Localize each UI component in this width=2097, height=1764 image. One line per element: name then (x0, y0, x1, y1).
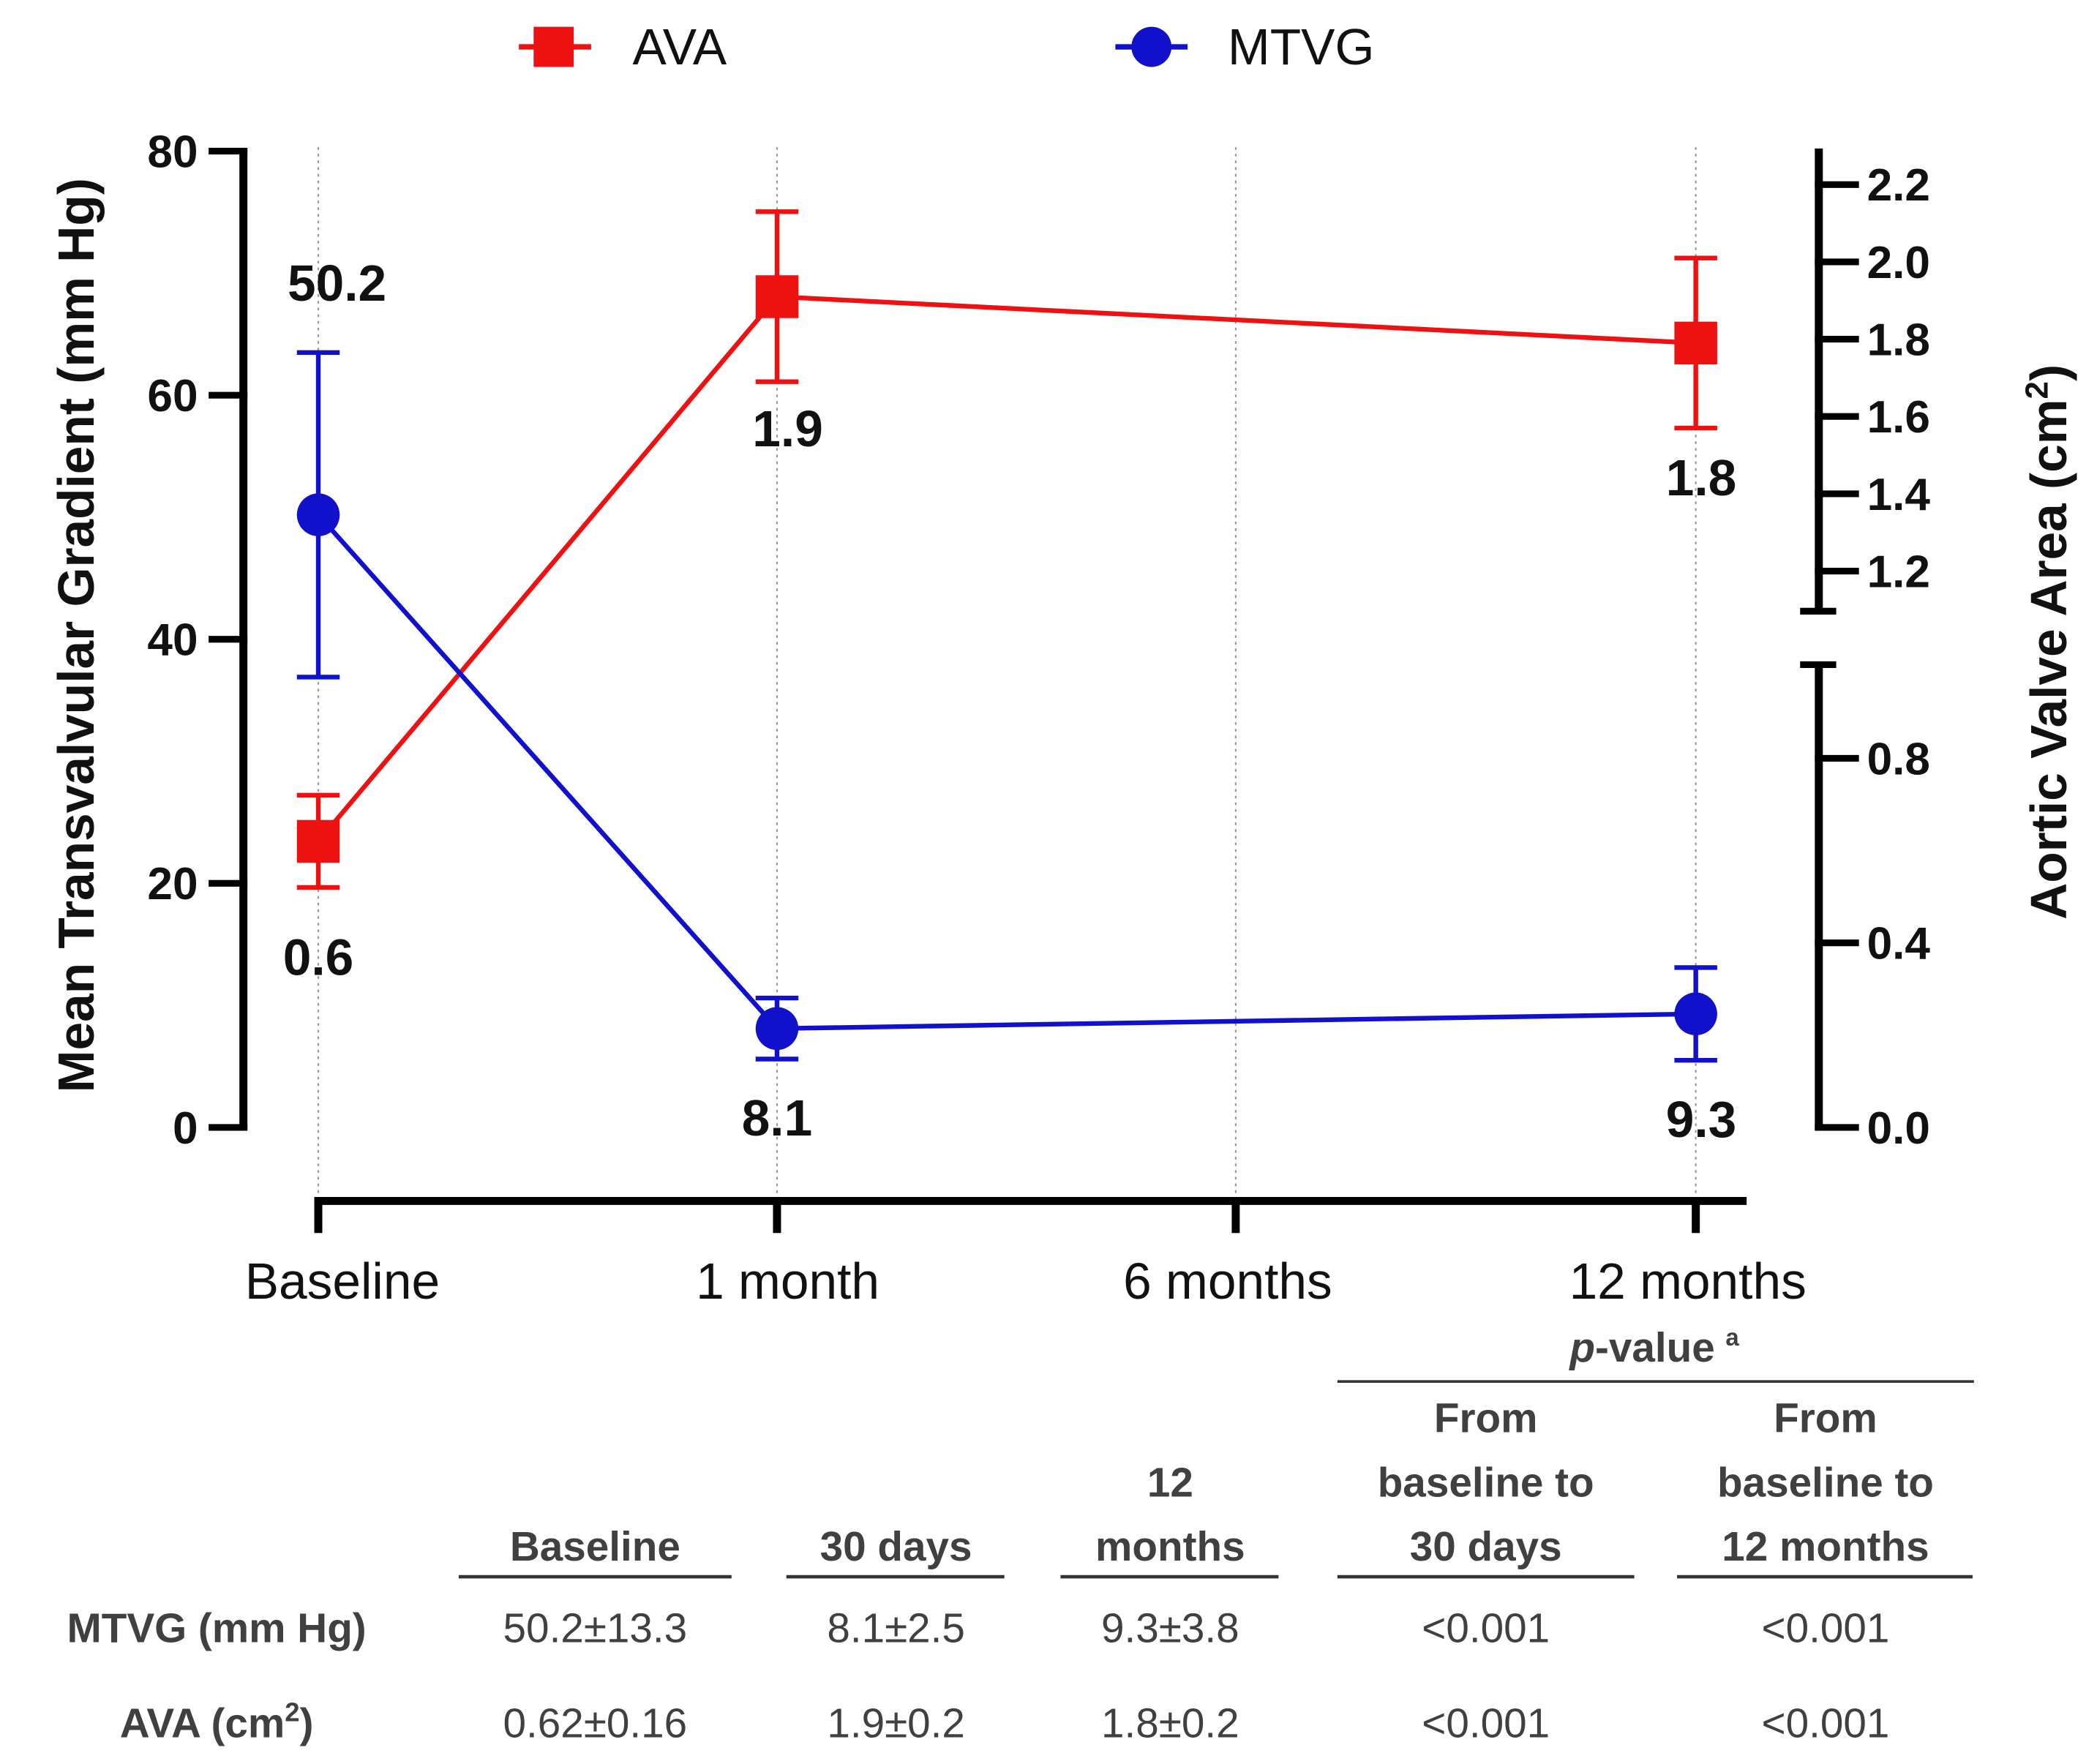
y-left-tick-label: 80 (147, 127, 198, 178)
column-header: From (1434, 1396, 1538, 1442)
column-header: 30 days (1410, 1524, 1562, 1570)
data-point-circle (296, 493, 340, 536)
column-header: Baseline (510, 1524, 680, 1570)
data-label: 9.3 (1666, 1091, 1737, 1148)
y-right-tick-label: 1.2 (1867, 547, 1930, 597)
table-cell: 50.2±13.3 (503, 1606, 688, 1652)
y-right-tick-label: 2.2 (1867, 160, 1930, 211)
data-point-circle (1674, 992, 1717, 1036)
table-cell: 1.8±0.2 (1101, 1700, 1239, 1746)
row-label: MTVG (mm Hg) (67, 1606, 367, 1652)
table-cell: <0.001 (1762, 1700, 1890, 1746)
series-ava: 0.6 1.9 1.8 (283, 209, 1737, 986)
legend-label-mtvg: MTVG (1228, 18, 1375, 75)
y-left-tick-label: 60 (147, 371, 198, 421)
series: 0.6 1.9 1.8 50.2 8.1 9.3 (283, 209, 1737, 1148)
axes: 0 20 40 60 80 1.2 1.4 1.6 1.8 2.0 2.2 0.0 0.4 0.8 Base… (147, 127, 1930, 1310)
pvalue-header: p-value a (1568, 1324, 1739, 1371)
y-left-tick-label: 0 (173, 1103, 198, 1154)
y-right-tick-label: 0.4 (1867, 919, 1931, 969)
summary-table: p-value a Baseline 30 days 12 months From basel… (67, 1324, 1974, 1746)
y-left-tick-label: 40 (147, 615, 198, 666)
y-left-axis-label: Mean Transvalvular Gradient (mm Hg) (48, 178, 105, 1092)
pvalue-p: p (1568, 1325, 1595, 1371)
row-label-end: ) (300, 1700, 314, 1746)
table-cell: 8.1±2.5 (827, 1606, 965, 1652)
x-tick-label: Baseline (245, 1253, 440, 1310)
table-cell: 9.3±3.8 (1101, 1606, 1239, 1652)
row-label-text: AVA (cm (120, 1700, 285, 1746)
column-header: 30 days (820, 1524, 972, 1570)
pvalue-sup: a (1725, 1324, 1739, 1351)
data-point-circle (755, 1007, 799, 1051)
column-header: From (1774, 1396, 1877, 1442)
data-label: 1.8 (1666, 449, 1737, 506)
y-right-tick-label: 0.0 (1867, 1103, 1930, 1154)
table-cell: 1.9±0.2 (827, 1700, 965, 1746)
row-label: AVA (cm2) (120, 1697, 314, 1746)
column-header: 12 months (1722, 1524, 1929, 1570)
y-right-axis-label: Aortic Valve Area (cm2) (2019, 364, 2077, 920)
column-header: 12 (1147, 1460, 1193, 1506)
legend: AVA MTVG (519, 18, 1375, 75)
y-left-tick-label: 20 (147, 859, 198, 909)
data-label: 1.9 (752, 400, 823, 457)
series-line (316, 513, 1696, 1032)
column-header: months (1095, 1524, 1245, 1570)
legend-square-icon (533, 26, 574, 67)
gridlines (317, 147, 1697, 1201)
y-right-tick-label: 1.6 (1867, 392, 1930, 443)
y-right-tick-label: 1.4 (1867, 470, 1931, 520)
x-tick-label: 1 month (696, 1253, 879, 1310)
table-cell: 0.62±0.16 (503, 1700, 688, 1746)
data-label: 8.1 (742, 1089, 813, 1146)
data-label: 0.6 (283, 929, 354, 986)
table-cell: <0.001 (1422, 1606, 1550, 1652)
y-right-tick-label: 0.8 (1867, 734, 1930, 784)
data-label: 50.2 (288, 255, 386, 312)
series-line (316, 294, 1696, 843)
x-tick-label: 12 months (1569, 1253, 1807, 1310)
x-tick-label: 6 months (1123, 1253, 1332, 1310)
row-label-text: MTVG (mm Hg) (67, 1606, 367, 1652)
legend-circle-icon (1131, 26, 1172, 67)
table-cell: <0.001 (1422, 1700, 1550, 1746)
table-cell: <0.001 (1762, 1606, 1890, 1652)
column-header: baseline to (1717, 1460, 1934, 1506)
series-mtvg: 50.2 8.1 9.3 (288, 255, 1736, 1148)
y-right-tick-label: 2.0 (1867, 238, 1930, 288)
data-point-square (1674, 321, 1717, 365)
column-header: baseline to (1378, 1460, 1594, 1506)
data-point-square (755, 275, 799, 318)
data-point-square (296, 819, 340, 863)
y-right-tick-label: 1.8 (1867, 315, 1930, 366)
pvalue-text: -value (1595, 1325, 1715, 1371)
legend-label-ava: AVA (633, 18, 727, 75)
row-label-sup: 2 (285, 1697, 299, 1727)
